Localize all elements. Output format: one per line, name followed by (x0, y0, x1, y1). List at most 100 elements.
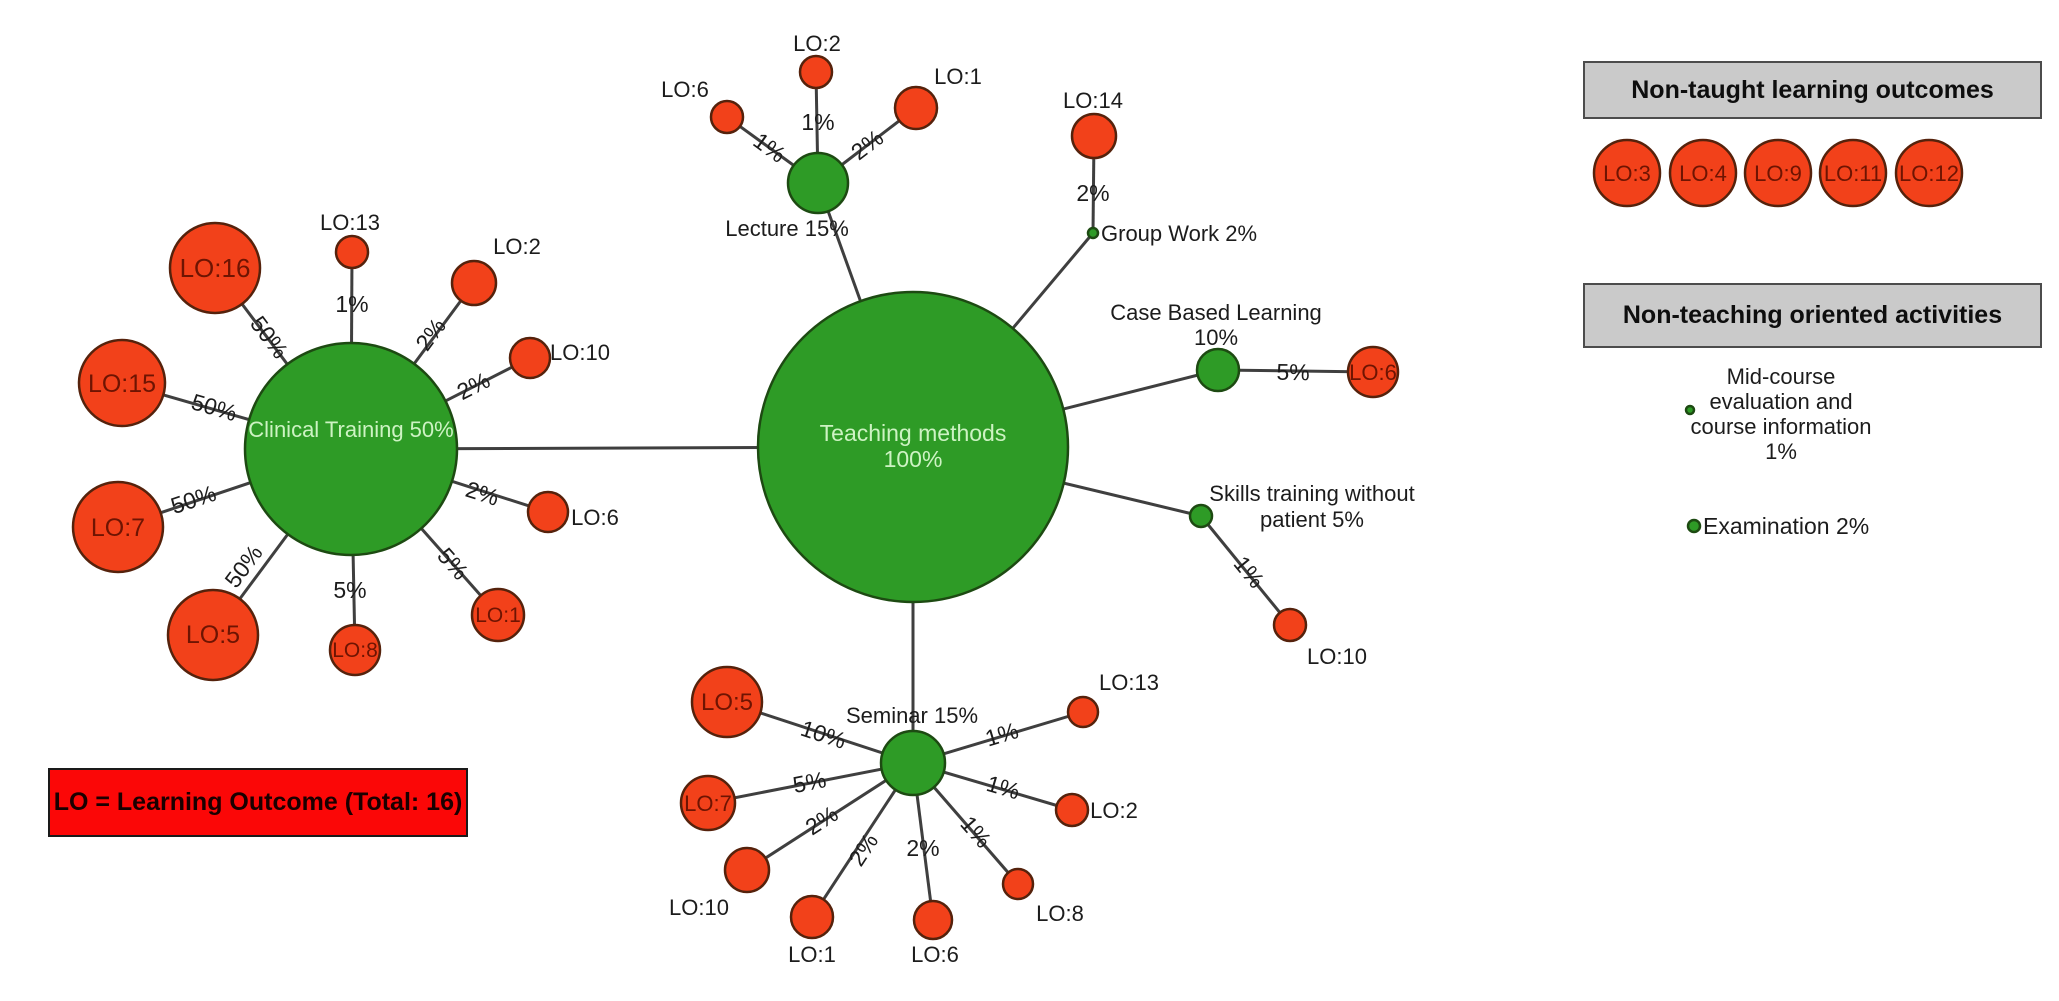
node-label-clinical: Clinical Training 50% (248, 417, 453, 442)
node-sem_lo8 (1001, 867, 1035, 901)
edge-seminar-sem_lo7 (707, 761, 914, 805)
node-cl_lo1 (470, 587, 526, 643)
node-lec_lo6 (709, 99, 745, 135)
node-seminar (879, 729, 947, 797)
node-label-leg_lo9: LO:9 (1754, 161, 1802, 186)
node-label-cl_lo2: LO:2 (493, 234, 541, 259)
edge-label-lecture-lec_lo1: 2% (846, 124, 888, 165)
edge-label-seminar-sem_lo10: 2% (801, 800, 843, 840)
node-label-leg_lo4: LO:4 (1679, 161, 1727, 186)
node-label-midcourse: course information (1691, 414, 1872, 439)
legend-header-non-taught-label: Non-taught learning outcomes (1631, 75, 1994, 104)
node-label-cl_lo7: LO:7 (91, 514, 145, 542)
edge-label-seminar-sem_lo5: 10% (798, 715, 850, 754)
node-label-leg_lo12: LO:12 (1899, 161, 1959, 186)
node-label-groupwork: Group Work 2% (1101, 221, 1257, 246)
edge-label-casebased-cb_lo6: 5% (1276, 359, 1310, 385)
edge-label-seminar-sem_lo7: 5% (791, 766, 829, 798)
edge-label-seminar-sem_lo2: 1% (984, 770, 1023, 804)
node-label-cl_lo13: LO:13 (320, 210, 380, 235)
node-label-cl_lo16: LO:16 (180, 253, 251, 283)
node-cl_lo8 (328, 623, 382, 677)
node-label-cb_lo6: LO:6 (1349, 360, 1397, 385)
legend-header-non-teaching-activities: Non-teaching oriented activities (1583, 283, 2042, 348)
node-label-sem_lo5: LO:5 (701, 689, 753, 716)
node-label-sem_lo1: LO:1 (788, 942, 836, 967)
node-midcourse (1684, 404, 1696, 416)
edge-label-clinical-cl_lo10: 2% (453, 367, 494, 405)
edge-label-clinical-cl_lo7: 50% (168, 480, 220, 519)
node-cl_lo5 (166, 588, 260, 682)
node-label-exam: Examination 2% (1703, 513, 1869, 539)
node-leg_lo4 (1668, 138, 1738, 208)
node-label-cl_lo6: LO:6 (571, 505, 619, 530)
node-sk_lo10 (1272, 607, 1308, 643)
node-leg_lo9 (1743, 138, 1813, 208)
node-sem_lo2 (1054, 792, 1090, 828)
edge-label-clinical-cl_lo5: 50% (219, 540, 267, 592)
node-label-midcourse: evaluation and (1709, 389, 1852, 414)
node-label-midcourse: 1% (1765, 439, 1797, 464)
edge-label-seminar-sem_lo13: 1% (982, 717, 1021, 751)
node-cb_lo6 (1346, 345, 1400, 399)
node-label-casebased: Case Based Learning (1110, 300, 1322, 325)
node-label-lec_lo2: LO:2 (793, 31, 841, 56)
node-sem_lo7 (679, 774, 737, 832)
node-casebased (1195, 347, 1241, 393)
learning-outcome-note-box: LO = Learning Outcome (Total: 16) (48, 768, 468, 837)
edge-label-clinical-cl_lo6: 2% (463, 476, 503, 511)
node-leg_lo11 (1818, 138, 1888, 208)
node-sem_lo6 (912, 899, 954, 941)
edge-label-clinical-cl_lo13: 1% (335, 291, 368, 317)
legend-header-non-taught-outcomes: Non-taught learning outcomes (1583, 61, 2042, 119)
node-exam (1686, 518, 1702, 534)
node-label-lecture: Lecture 15% (725, 216, 849, 241)
node-label-skills: Skills training without (1209, 481, 1414, 506)
edge-label-groupwork-lo14: 2% (1076, 180, 1109, 206)
learning-outcome-note-label: LO = Learning Outcome (Total: 16) (53, 788, 463, 816)
node-label-sem_lo6: LO:6 (911, 942, 959, 967)
node-cl_lo16 (168, 221, 262, 315)
node-clinical (243, 341, 459, 557)
node-lecture (786, 151, 850, 215)
node-label-sem_lo8: LO:8 (1036, 901, 1084, 926)
node-cl_lo15 (77, 338, 167, 428)
node-label-lec_lo6: LO:6 (661, 77, 709, 102)
node-label-cl_lo15: LO:15 (88, 370, 156, 398)
node-sem_lo10 (723, 846, 771, 894)
node-label-casebased: 10% (1194, 325, 1238, 350)
node-label-lec_lo1: LO:1 (934, 64, 982, 89)
node-cl_lo10 (508, 336, 552, 380)
node-label-sk_lo10: LO:10 (1307, 644, 1367, 669)
node-sem_lo1 (789, 894, 835, 940)
edge-label-clinical-cl_lo2: 2% (410, 313, 451, 355)
node-groupwork (1086, 226, 1100, 240)
node-cl_lo2 (450, 259, 498, 307)
node-label-sem_lo2: LO:2 (1090, 798, 1138, 823)
node-teaching (756, 290, 1070, 604)
legend-header-non-teaching-label: Non-teaching oriented activities (1622, 301, 2003, 329)
node-lo14 (1070, 112, 1118, 160)
node-leg_lo12 (1894, 138, 1964, 208)
node-label-sem_lo10: LO:10 (669, 895, 729, 920)
edge-skills-sk_lo10 (1199, 515, 1292, 626)
node-lec_lo1 (893, 85, 939, 131)
node-label-lo14: LO:14 (1063, 88, 1123, 113)
node-label-cl_lo8: LO:8 (332, 639, 378, 662)
edge-label-clinical-cl_lo15: 50% (188, 388, 239, 426)
node-label-cl_lo1: LO:1 (475, 604, 521, 627)
node-leg_lo3 (1592, 138, 1662, 208)
edge-label-seminar-sem_lo6: 2% (906, 835, 939, 861)
edge-label-lecture-lec_lo6: 1% (749, 127, 791, 168)
node-label-sem_lo7: LO:7 (684, 791, 732, 816)
node-label-leg_lo3: LO:3 (1603, 161, 1651, 186)
node-sem_lo5 (690, 665, 764, 739)
edge-label-clinical-cl_lo8: 5% (333, 577, 366, 603)
node-label-teaching: 100% (884, 446, 943, 472)
node-label-seminar: Seminar 15% (846, 703, 978, 728)
node-label-leg_lo11: LO:11 (1824, 161, 1882, 186)
node-lec_lo2 (798, 54, 834, 90)
node-sem_lo13 (1066, 695, 1100, 729)
